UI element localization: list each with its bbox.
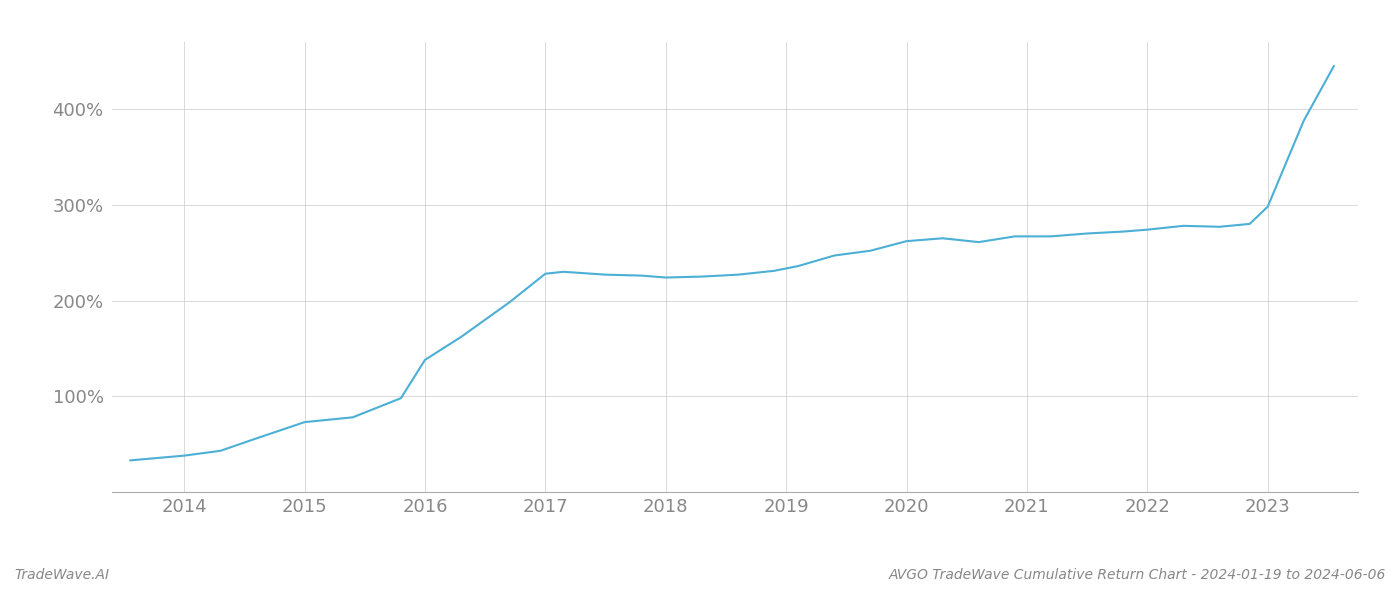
Text: TradeWave.AI: TradeWave.AI — [14, 568, 109, 582]
Text: AVGO TradeWave Cumulative Return Chart - 2024-01-19 to 2024-06-06: AVGO TradeWave Cumulative Return Chart -… — [889, 568, 1386, 582]
